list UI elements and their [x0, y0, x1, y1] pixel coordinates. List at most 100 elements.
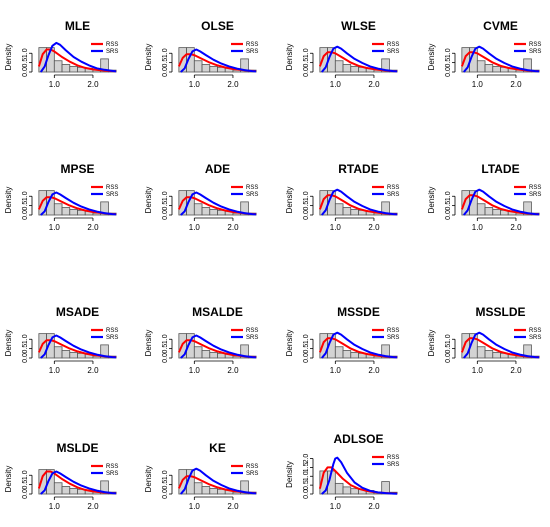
x-tick-label: 1.0 — [49, 223, 61, 232]
y-tick-label: 1.0 — [162, 334, 169, 344]
histogram-bar — [69, 208, 78, 216]
histogram-bar — [46, 190, 55, 216]
rss-density-line — [37, 48, 117, 73]
histogram-bar — [492, 208, 501, 216]
legend-label-srs: SRS — [106, 471, 118, 477]
histogram-bar — [342, 486, 352, 495]
x-tick-label: 2.0 — [227, 366, 239, 375]
y-tick-label: 0.5 — [303, 480, 310, 490]
x-tick-label: 2.0 — [368, 366, 380, 375]
legend-label-srs: SRS — [387, 462, 399, 468]
x-axis: 1.0 2.0 — [330, 496, 380, 511]
y-tick-label: 0.0 — [162, 67, 169, 77]
y-tick-label: 0.0 — [162, 210, 169, 220]
histogram-bar — [186, 190, 195, 216]
legend-label-rss: RSS — [106, 42, 118, 48]
x-axis: 1.0 2.0 — [189, 360, 239, 375]
y-axis: 0.00.51.0 — [445, 48, 456, 77]
panel-title: MPSE — [60, 162, 94, 176]
histogram-bar — [350, 208, 359, 216]
x-axis: 1.0 2.0 — [472, 74, 522, 89]
y-tick-label: 0.0 — [303, 353, 310, 363]
x-axis: 1.0 2.0 — [330, 74, 380, 89]
y-tick-label: 1.0 — [162, 48, 169, 58]
y-axis-label: Density — [285, 187, 294, 214]
x-axis: 1.0 2.0 — [330, 217, 380, 232]
panel-title: RTADE — [338, 162, 378, 176]
panel-title: MSADE — [56, 305, 99, 319]
legend-label-srs: SRS — [106, 192, 118, 198]
panel-title: MSSLDE — [475, 305, 525, 319]
legend-label-srs: SRS — [529, 192, 541, 198]
legend-label-rss: RSS — [529, 42, 541, 48]
y-tick-label: 1.0 — [303, 334, 310, 344]
y-tick-label: 0.5 — [303, 344, 310, 354]
legend-label-rss: RSS — [246, 328, 258, 334]
y-axis: 0.00.51.0 — [303, 48, 314, 77]
histogram-bar — [381, 58, 390, 73]
x-tick-label: 2.0 — [227, 223, 239, 232]
y-axis: 0.00.51.0 — [445, 191, 456, 220]
y-axis-label: Density — [285, 44, 294, 71]
y-axis-label: Density — [427, 330, 436, 357]
histogram-bar — [350, 65, 359, 73]
panel-title: WLSE — [341, 19, 376, 33]
y-axis-label: Density — [4, 44, 13, 71]
legend-label-srs: SRS — [529, 335, 541, 341]
srs-density-line — [321, 188, 398, 216]
y-axis: 0.00.51.01.52.0 — [303, 454, 314, 499]
y-axis-label: Density — [427, 44, 436, 71]
histogram-bar — [61, 486, 71, 495]
y-tick-label: 0.5 — [22, 58, 29, 68]
y-tick-label: 0.5 — [445, 201, 452, 211]
histogram-bar — [53, 482, 63, 495]
x-tick-label: 1.0 — [472, 80, 484, 89]
legend-label-rss: RSS — [529, 185, 541, 191]
histogram-bar — [350, 488, 359, 495]
histogram-bar — [240, 480, 249, 495]
legend-label-srs: SRS — [387, 335, 399, 341]
y-tick-label: 0.0 — [303, 210, 310, 220]
panel-title: OLSE — [201, 19, 234, 33]
histogram-bar — [492, 65, 501, 73]
histogram-bar — [334, 203, 344, 216]
x-tick-label: 2.0 — [368, 223, 380, 232]
srs-density-line — [40, 470, 117, 495]
histogram-bar — [61, 207, 71, 216]
y-axis-label: Density — [144, 44, 153, 71]
y-tick-label: 0.0 — [445, 67, 452, 77]
histogram-bar — [476, 60, 486, 73]
y-axis-label: Density — [285, 461, 294, 488]
y-tick-label: 1.0 — [22, 334, 29, 344]
histogram-bar — [100, 480, 109, 495]
histogram-bar — [484, 350, 494, 359]
histogram-bar — [381, 344, 390, 359]
x-axis: 1.0 2.0 — [189, 496, 239, 511]
histogram-bar — [484, 64, 494, 73]
x-tick-label: 1.0 — [189, 502, 201, 511]
legend-label-rss: RSS — [387, 42, 399, 48]
histogram-bar — [492, 351, 501, 359]
y-tick-label: 0.0 — [22, 67, 29, 77]
histogram-bar — [334, 346, 344, 359]
y-tick-label: 0.0 — [445, 210, 452, 220]
x-tick-label: 2.0 — [87, 502, 99, 511]
x-tick-label: 2.0 — [510, 80, 522, 89]
legend-label-rss: RSS — [387, 185, 399, 191]
y-axis-label: Density — [4, 187, 13, 214]
x-tick-label: 2.0 — [368, 80, 380, 89]
y-tick-label: 0.5 — [162, 58, 169, 68]
histogram-bar — [342, 350, 352, 359]
